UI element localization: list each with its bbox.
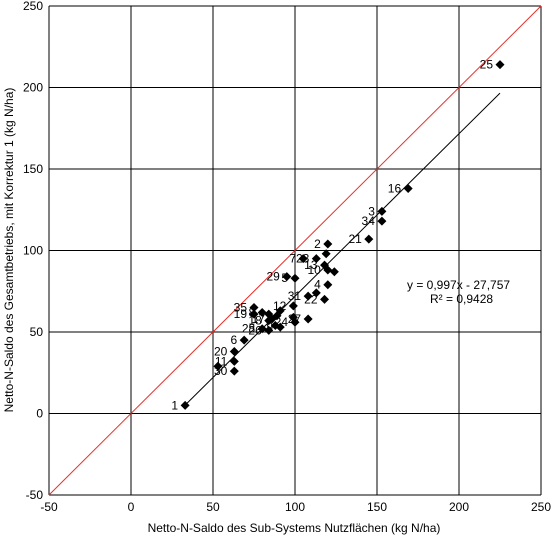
data-point-13 bbox=[282, 272, 292, 282]
point-label-28: 28 bbox=[242, 322, 256, 336]
regression-line bbox=[183, 92, 501, 408]
data-point-19 bbox=[288, 301, 298, 311]
identity-line bbox=[48, 5, 542, 496]
data-point-18 bbox=[303, 291, 313, 301]
point-label-13: 13 bbox=[304, 258, 318, 272]
data-point-6 bbox=[323, 239, 333, 249]
x-tick-label-4: 150 bbox=[367, 500, 387, 514]
data-point-5 bbox=[364, 234, 374, 244]
data-point-0 bbox=[180, 400, 190, 410]
point-label-8: 8 bbox=[249, 305, 256, 319]
point-label-22: 22 bbox=[304, 292, 318, 306]
regression-equation: y = 0,997x - 27,757 bbox=[407, 278, 510, 292]
x-tick-label-3: 100 bbox=[285, 500, 305, 514]
data-point-4 bbox=[377, 216, 387, 226]
y-axis-title: Netto-N-Saldo des Gesamtbetriebs, mit Ko… bbox=[2, 88, 16, 413]
data-point-37 bbox=[229, 356, 239, 366]
point-label-5: 5 bbox=[281, 271, 288, 285]
point-label-10: 10 bbox=[307, 263, 321, 277]
y-tick-label-3: 100 bbox=[23, 244, 43, 258]
point-label-11: 11 bbox=[215, 354, 228, 368]
r-squared: R² = 0,9428 bbox=[430, 292, 493, 306]
data-points bbox=[180, 60, 505, 410]
x-tick-labels: -50 0 50 100 150 200 250 bbox=[40, 500, 551, 514]
data-point-20 bbox=[249, 303, 259, 313]
y-tick-labels: -50 0 50 100 150 200 250 bbox=[23, 0, 43, 502]
point-label-19: 19 bbox=[234, 307, 248, 321]
point-label-24: 24 bbox=[275, 315, 289, 329]
point-label-29: 29 bbox=[266, 270, 280, 284]
data-point-7 bbox=[321, 249, 331, 259]
data-point-22 bbox=[257, 307, 267, 317]
data-point-2 bbox=[403, 184, 413, 194]
point-label-12: 12 bbox=[273, 299, 287, 313]
point-label-18: 18 bbox=[248, 314, 262, 328]
data-point-39 bbox=[229, 366, 239, 376]
data-point-32 bbox=[257, 324, 267, 334]
data-point-30 bbox=[290, 317, 300, 327]
regression-line-path bbox=[183, 92, 501, 408]
data-point-14 bbox=[290, 273, 300, 283]
data-point-17 bbox=[320, 294, 330, 304]
point-label-7: 7 bbox=[290, 252, 297, 266]
data-point-16 bbox=[311, 288, 321, 298]
point-label-16: 16 bbox=[388, 182, 402, 196]
y-tick-label-1: 0 bbox=[36, 407, 43, 421]
point-label-21: 21 bbox=[348, 232, 362, 246]
x-axis-title: Netto-N-Saldo des Sub-Systems Nutzfläche… bbox=[148, 521, 441, 535]
data-point-36 bbox=[229, 347, 239, 357]
y-tick-label-4: 150 bbox=[23, 162, 43, 176]
point-label-23: 23 bbox=[296, 252, 310, 266]
y-tick-label-6: 250 bbox=[23, 0, 43, 13]
point-label-17: 17 bbox=[252, 312, 266, 326]
data-point-1 bbox=[495, 60, 505, 70]
point-label-1: 1 bbox=[171, 398, 178, 412]
x-tick-label-5: 200 bbox=[449, 500, 469, 514]
x-tick-label-2: 50 bbox=[206, 500, 220, 514]
point-label-30: 30 bbox=[214, 364, 228, 378]
data-point-11 bbox=[323, 265, 333, 275]
point-label-35: 35 bbox=[234, 301, 248, 315]
y-tick-label-5: 200 bbox=[23, 81, 43, 95]
data-point-8 bbox=[311, 254, 321, 264]
point-label-2: 2 bbox=[314, 237, 321, 251]
data-point-38 bbox=[213, 361, 223, 371]
data-point-15 bbox=[323, 280, 333, 290]
point-label-27: 27 bbox=[288, 312, 302, 326]
x-tick-label-6: 250 bbox=[531, 500, 551, 514]
x-tick-label-1: 0 bbox=[128, 500, 135, 514]
data-point-25 bbox=[264, 316, 274, 326]
point-label-25: 25 bbox=[480, 58, 494, 72]
data-point-21 bbox=[249, 309, 259, 319]
data-point-31 bbox=[303, 314, 313, 324]
point-label-20: 20 bbox=[214, 345, 228, 359]
data-point-12 bbox=[329, 267, 339, 277]
point-label-9: 9 bbox=[267, 320, 274, 334]
data-point-33 bbox=[264, 325, 274, 335]
identity-line-path bbox=[48, 5, 542, 496]
y-tick-label-2: 50 bbox=[30, 325, 44, 339]
point-label-26: 26 bbox=[248, 323, 262, 337]
data-point-27 bbox=[275, 306, 285, 316]
point-label-6: 6 bbox=[230, 333, 237, 347]
data-point-3 bbox=[377, 206, 387, 216]
point-label-31: 31 bbox=[288, 289, 302, 303]
data-point-35 bbox=[270, 320, 280, 330]
x-tick-label-0: -50 bbox=[40, 500, 58, 514]
y-tick-label-0: -50 bbox=[26, 488, 44, 502]
data-point-9 bbox=[298, 254, 308, 264]
point-label-4: 4 bbox=[314, 278, 321, 292]
data-point-34 bbox=[239, 335, 249, 345]
point-label-3: 3 bbox=[368, 204, 375, 218]
point-label-34: 34 bbox=[362, 214, 376, 228]
